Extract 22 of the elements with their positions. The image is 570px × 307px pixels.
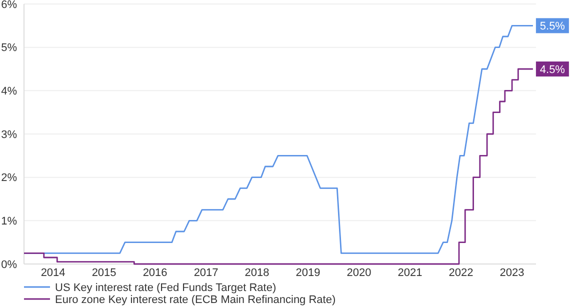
line-series: [23, 68, 534, 265]
y-tick-label: 0%: [1, 258, 18, 271]
x-tick-label: 2019: [296, 267, 320, 279]
x-tick-label: 2020: [346, 267, 372, 279]
x-tick-label: 2015: [92, 267, 116, 279]
y-tick-label: 3%: [1, 128, 18, 141]
x-tick-label: 2014: [40, 267, 66, 279]
legend-label: US Key interest rate (Fed Funds Target Rate): [55, 282, 276, 294]
x-tick-label: 2017: [194, 267, 218, 279]
x-tick-label: 2018: [244, 267, 270, 279]
annotation: 4.5%: [540, 64, 566, 76]
x-tick-label: 2022: [448, 267, 474, 279]
x-tick-label: 2016: [142, 267, 168, 279]
y-tick-label: 4%: [1, 86, 18, 98]
y-tick-label: 2%: [1, 172, 18, 184]
annotation: 5.5%: [540, 20, 566, 33]
y-tick-label: 5%: [1, 42, 18, 54]
y-tick-label: 6%: [1, 0, 18, 11]
x-tick-label: 2023: [500, 267, 524, 279]
y-tick-label: 1%: [1, 216, 18, 228]
x-tick-label: 2021: [398, 267, 422, 279]
legend-label: Euro zone Key interest rate (ECB Main Refinancing Rate): [55, 294, 336, 306]
